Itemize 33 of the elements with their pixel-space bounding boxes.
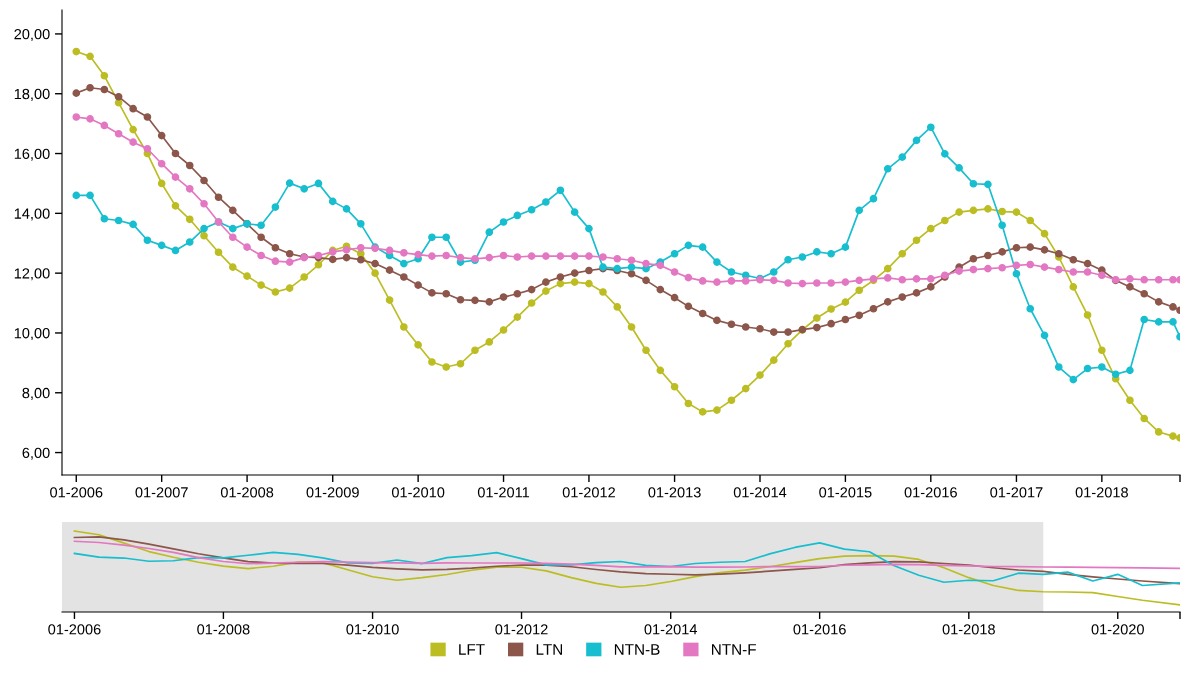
x-tick-label: 01-2008 <box>197 624 250 635</box>
x-tick-label: 01-2010 <box>391 487 445 498</box>
x-tick-label: 01-2014 <box>644 624 698 635</box>
x-tick-label: 01-2006 <box>48 624 101 635</box>
x-tick-label: 01-2018 <box>1075 487 1128 498</box>
x-tick-label: 01-2016 <box>793 624 846 635</box>
y-tick-label: 10,00 <box>14 328 50 341</box>
x-tick-label: 01-2018 <box>942 624 995 635</box>
y-tick-label: 8,00 <box>22 387 50 400</box>
x-tick-label: 01-2011 <box>477 487 530 498</box>
x-tick-label: 01-2010 <box>346 624 399 635</box>
legend-label: NTN-F <box>712 644 756 655</box>
x-tick-label: 01-2017 <box>990 487 1043 498</box>
legend-label: LFT <box>459 644 485 655</box>
x-tick-label: 01-2014 <box>733 487 787 498</box>
y-tick-label: 6,00 <box>22 447 50 460</box>
legend-label: LTN <box>536 644 562 655</box>
x-tick-label: 01-2012 <box>495 624 548 635</box>
x-tick-label: 01-2016 <box>904 487 957 498</box>
y-tick-label: 12,00 <box>14 268 50 281</box>
y-tick-label: 18,00 <box>14 88 50 101</box>
legend-label: NTN-B <box>614 644 660 655</box>
x-tick-label: 01-2008 <box>220 487 274 498</box>
x-tick-label: 01-2013 <box>648 487 701 498</box>
x-tick-label: 01-2015 <box>819 487 872 498</box>
y-tick-label: 16,00 <box>14 148 50 161</box>
x-tick-label: 01-2009 <box>306 487 359 498</box>
x-tick-label: 01-2006 <box>50 487 103 498</box>
y-tick-label: 20,00 <box>14 29 50 42</box>
y-tick-label: 14,00 <box>14 208 50 221</box>
x-tick-label: 01-2007 <box>135 487 188 498</box>
x-tick-label: 01-2012 <box>562 487 615 498</box>
x-tick-label: 01-2020 <box>1091 624 1144 635</box>
